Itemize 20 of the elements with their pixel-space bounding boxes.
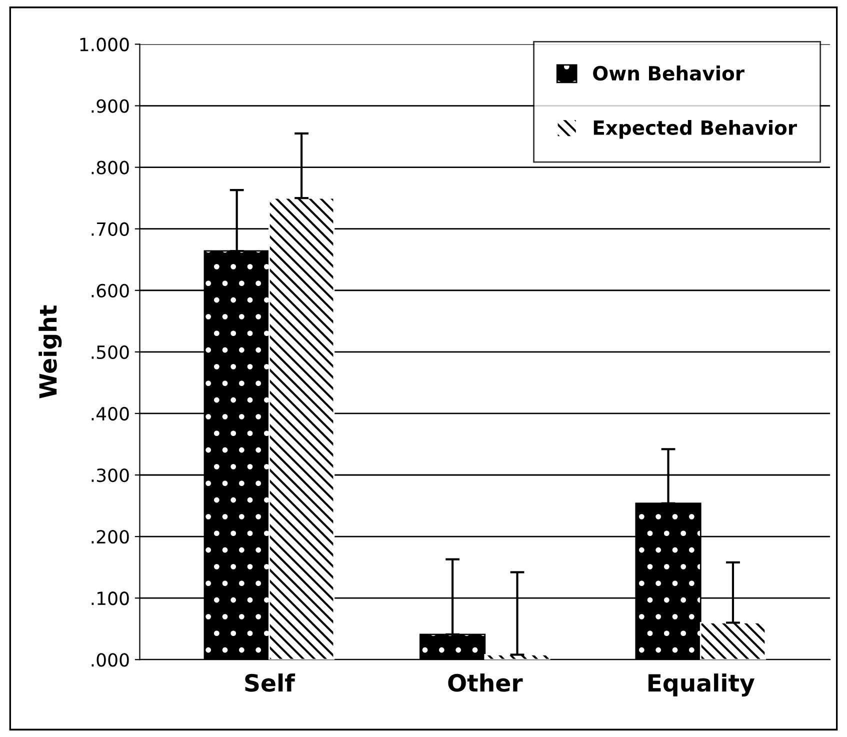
y-tick-label: .200 <box>92 530 129 544</box>
y-tick-label: .100 <box>92 592 129 606</box>
x-tick-label: Equality <box>648 674 755 697</box>
y-tick-label: .400 <box>92 406 129 421</box>
legend-label: Expected Behavior <box>594 120 797 139</box>
x-tick-label: Other <box>448 674 523 692</box>
y-tick-label: .500 <box>92 345 129 360</box>
x-tick-label: Self <box>245 674 296 692</box>
y-tick-label: .300 <box>92 468 129 482</box>
bar <box>268 197 335 660</box>
y-tick-label: .700 <box>92 222 129 236</box>
y-tick-label: .900 <box>92 99 129 113</box>
y-tick-label: 1.000 <box>80 38 129 52</box>
y-tick-label: .000 <box>92 653 129 667</box>
y-tick-label: .600 <box>92 284 129 298</box>
bar <box>700 622 766 660</box>
y-axis-title: Weight <box>38 305 62 398</box>
y-tick-label: .800 <box>92 160 129 174</box>
legend-label: Own Behavior <box>593 66 744 81</box>
bar <box>484 654 550 660</box>
